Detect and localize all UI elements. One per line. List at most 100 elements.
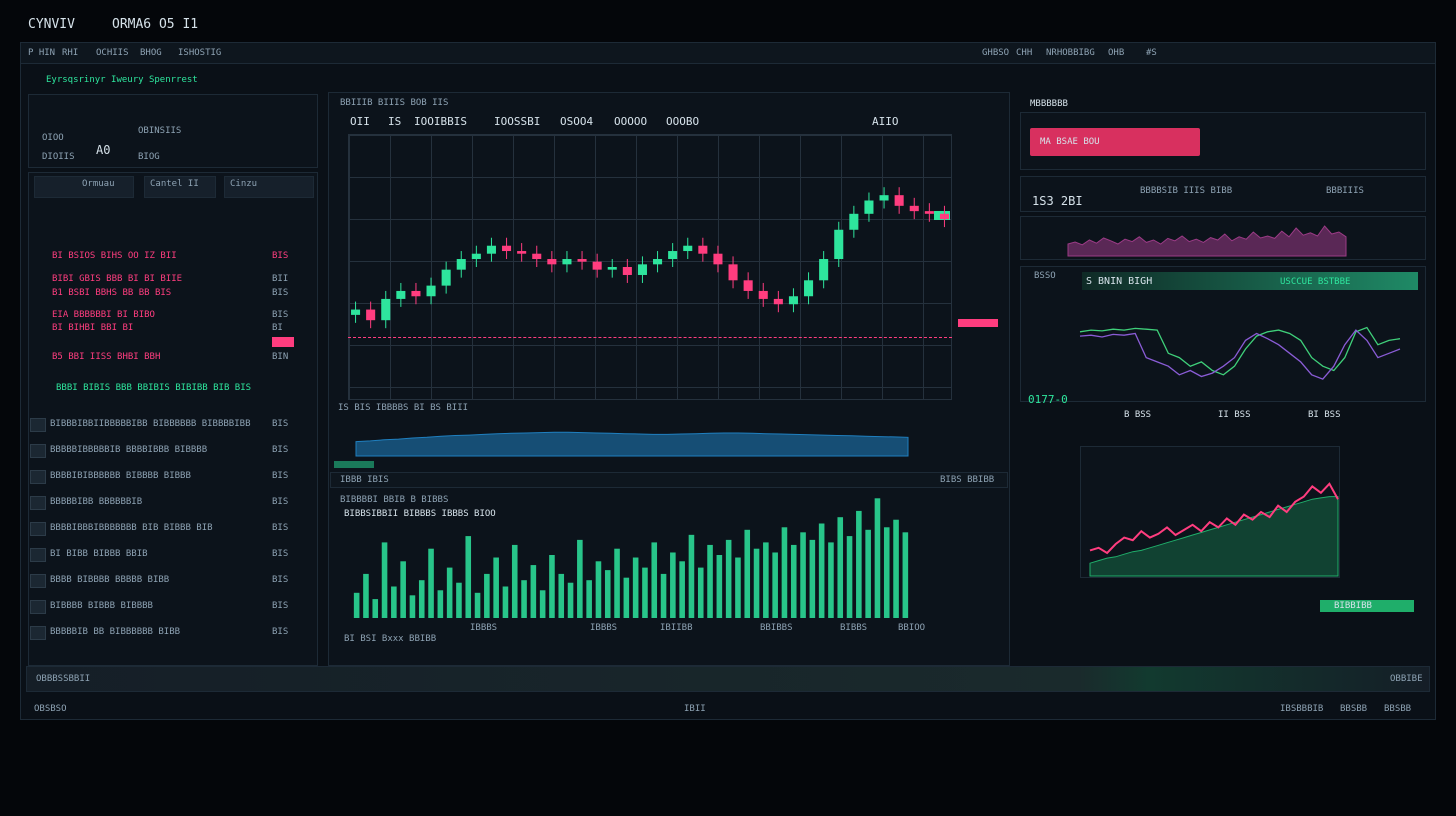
feed-value: BIS: [272, 523, 289, 533]
feed-text: BBBBBIB BB BIBBBBBB BIBB: [50, 627, 181, 637]
line: [1079, 329, 1401, 380]
volume-bar: [530, 565, 537, 618]
order-badge: [272, 337, 294, 347]
price: IOOIBBIS: [414, 115, 467, 128]
feed-text: BBBBIBIBBBBBB BIBBBB BIBBB: [50, 471, 191, 481]
candle-body: [894, 195, 904, 206]
volume-bar: [744, 529, 751, 618]
toolbar-label[interactable]: BIBS BBIBB: [940, 475, 995, 485]
sell-button-label[interactable]: MA BSAE BOU: [1040, 137, 1100, 147]
status-text: OBBIBE: [1390, 674, 1423, 684]
candle-body: [834, 229, 844, 260]
tab-label[interactable]: Cinzu: [230, 179, 258, 189]
stat-label: BSSO: [1034, 271, 1056, 281]
action-button[interactable]: [1320, 600, 1414, 612]
nav-item[interactable]: NRHOBBIBG: [1046, 48, 1095, 58]
stats-box: [28, 94, 318, 168]
action-label[interactable]: BIBBIBB: [1334, 601, 1372, 611]
feed-icon: [30, 418, 46, 432]
nav-item[interactable]: CHH: [1016, 48, 1033, 58]
tab-label[interactable]: Cantel II: [150, 179, 199, 189]
candle-body: [864, 200, 874, 214]
nav-item[interactable]: BHOG: [140, 48, 162, 58]
volume-bar: [632, 557, 639, 618]
stat: OBINSIIS: [138, 126, 182, 136]
subtitle: ORMA6 O5 I1: [112, 17, 199, 32]
volume-bar: [437, 590, 444, 618]
feed-value: BIS: [272, 627, 289, 637]
scroll-thumb[interactable]: [334, 461, 374, 468]
nav-item[interactable]: P HIN: [28, 48, 56, 58]
candle-body: [381, 298, 391, 321]
volume-bar: [828, 542, 834, 618]
candle-body: [562, 259, 572, 265]
line: [1079, 326, 1401, 376]
nav-item[interactable]: OCHIIS: [96, 48, 129, 58]
panel-header: Eyrsqsrinyr Iweury Spenrrest: [46, 75, 198, 85]
volume-bar: [428, 548, 434, 618]
nav-item[interactable]: GHBSO: [982, 48, 1010, 58]
nav-item[interactable]: OHB: [1108, 48, 1125, 58]
candle-body: [804, 280, 814, 297]
feed-icon: [30, 522, 46, 536]
nav-item[interactable]: #S: [1146, 48, 1157, 58]
candle-body: [517, 251, 527, 254]
price: OII: [350, 115, 370, 128]
volume-bar: [660, 573, 667, 618]
volume-bar: [670, 552, 676, 618]
volume-bar: [856, 510, 862, 618]
footer-text: IBSBBBIB: [1280, 704, 1324, 714]
volume-bar: [707, 544, 713, 618]
tab[interactable]: [144, 176, 216, 198]
stat-label: BI BSS: [1308, 410, 1341, 420]
candle-body: [653, 259, 663, 265]
feed-value: BIS: [272, 497, 289, 507]
volume-bar: [511, 544, 518, 618]
volume-bar: [567, 582, 574, 618]
line-chart: [1079, 326, 1401, 380]
feed-icon: [30, 626, 46, 640]
tab-label[interactable]: Ormuau: [82, 179, 115, 189]
volume-bar: [772, 552, 778, 618]
tab[interactable]: [34, 176, 134, 198]
nav-item[interactable]: ISHOSTIG: [178, 48, 222, 58]
brand: CYNVIV: [28, 17, 75, 32]
candle-body: [924, 211, 934, 214]
volume-header: BIBBBBI BBIB B BIBBS: [340, 495, 449, 505]
order-text: BI BSIOS BIHS OO IZ BII: [52, 251, 177, 261]
volume-bar: [883, 527, 890, 618]
volume-bar: [837, 517, 844, 618]
chart-caption: IS BIS IBBBBS BI BS BIII: [338, 403, 469, 413]
x-label: BBIBBS: [760, 623, 793, 633]
status-text: OBBBSSBBII: [36, 674, 91, 684]
feed-text: BIBBBIBBIIBBBBBIBB BIBBBBBB BIBBBBIBB: [50, 419, 251, 429]
candle-body: [547, 259, 557, 265]
candle-body: [351, 309, 361, 315]
volume-bar: [391, 586, 397, 618]
banner-label: S BNIN BIGH: [1086, 276, 1153, 287]
feed-value: BIS: [272, 419, 289, 429]
toolbar-label[interactable]: IBBB IBIS: [340, 475, 389, 485]
order-value: BI: [272, 323, 283, 333]
feed-icon: [30, 470, 46, 484]
area: [355, 431, 909, 457]
footer-text: IBII: [684, 704, 706, 714]
candle-body: [773, 298, 783, 305]
tab[interactable]: [224, 176, 314, 198]
volume-row: BIBBSIBBII BIBBBS IBBBS BIOO: [344, 509, 496, 519]
feed-value: BIS: [272, 601, 289, 611]
volume-bar: [484, 573, 490, 618]
order-value: BIS: [272, 310, 289, 320]
sell-button[interactable]: [1030, 128, 1200, 156]
order-text: B1 BSBI BBHS BB BB BIS: [52, 288, 172, 298]
order-text: B5 BBI IISS BHBI BBH: [52, 352, 161, 362]
nav-item[interactable]: RHI: [62, 48, 79, 58]
pair[interactable]: AIIO: [872, 115, 899, 128]
volume-bar: [902, 532, 909, 618]
candle-body: [502, 245, 512, 252]
volume-bar: [539, 590, 546, 618]
volume-bar: [400, 561, 406, 618]
order-text: BI BIHBI BBI BI: [52, 323, 134, 333]
footer-text: BBSBB: [1340, 704, 1368, 714]
volume-bar: [790, 544, 797, 618]
